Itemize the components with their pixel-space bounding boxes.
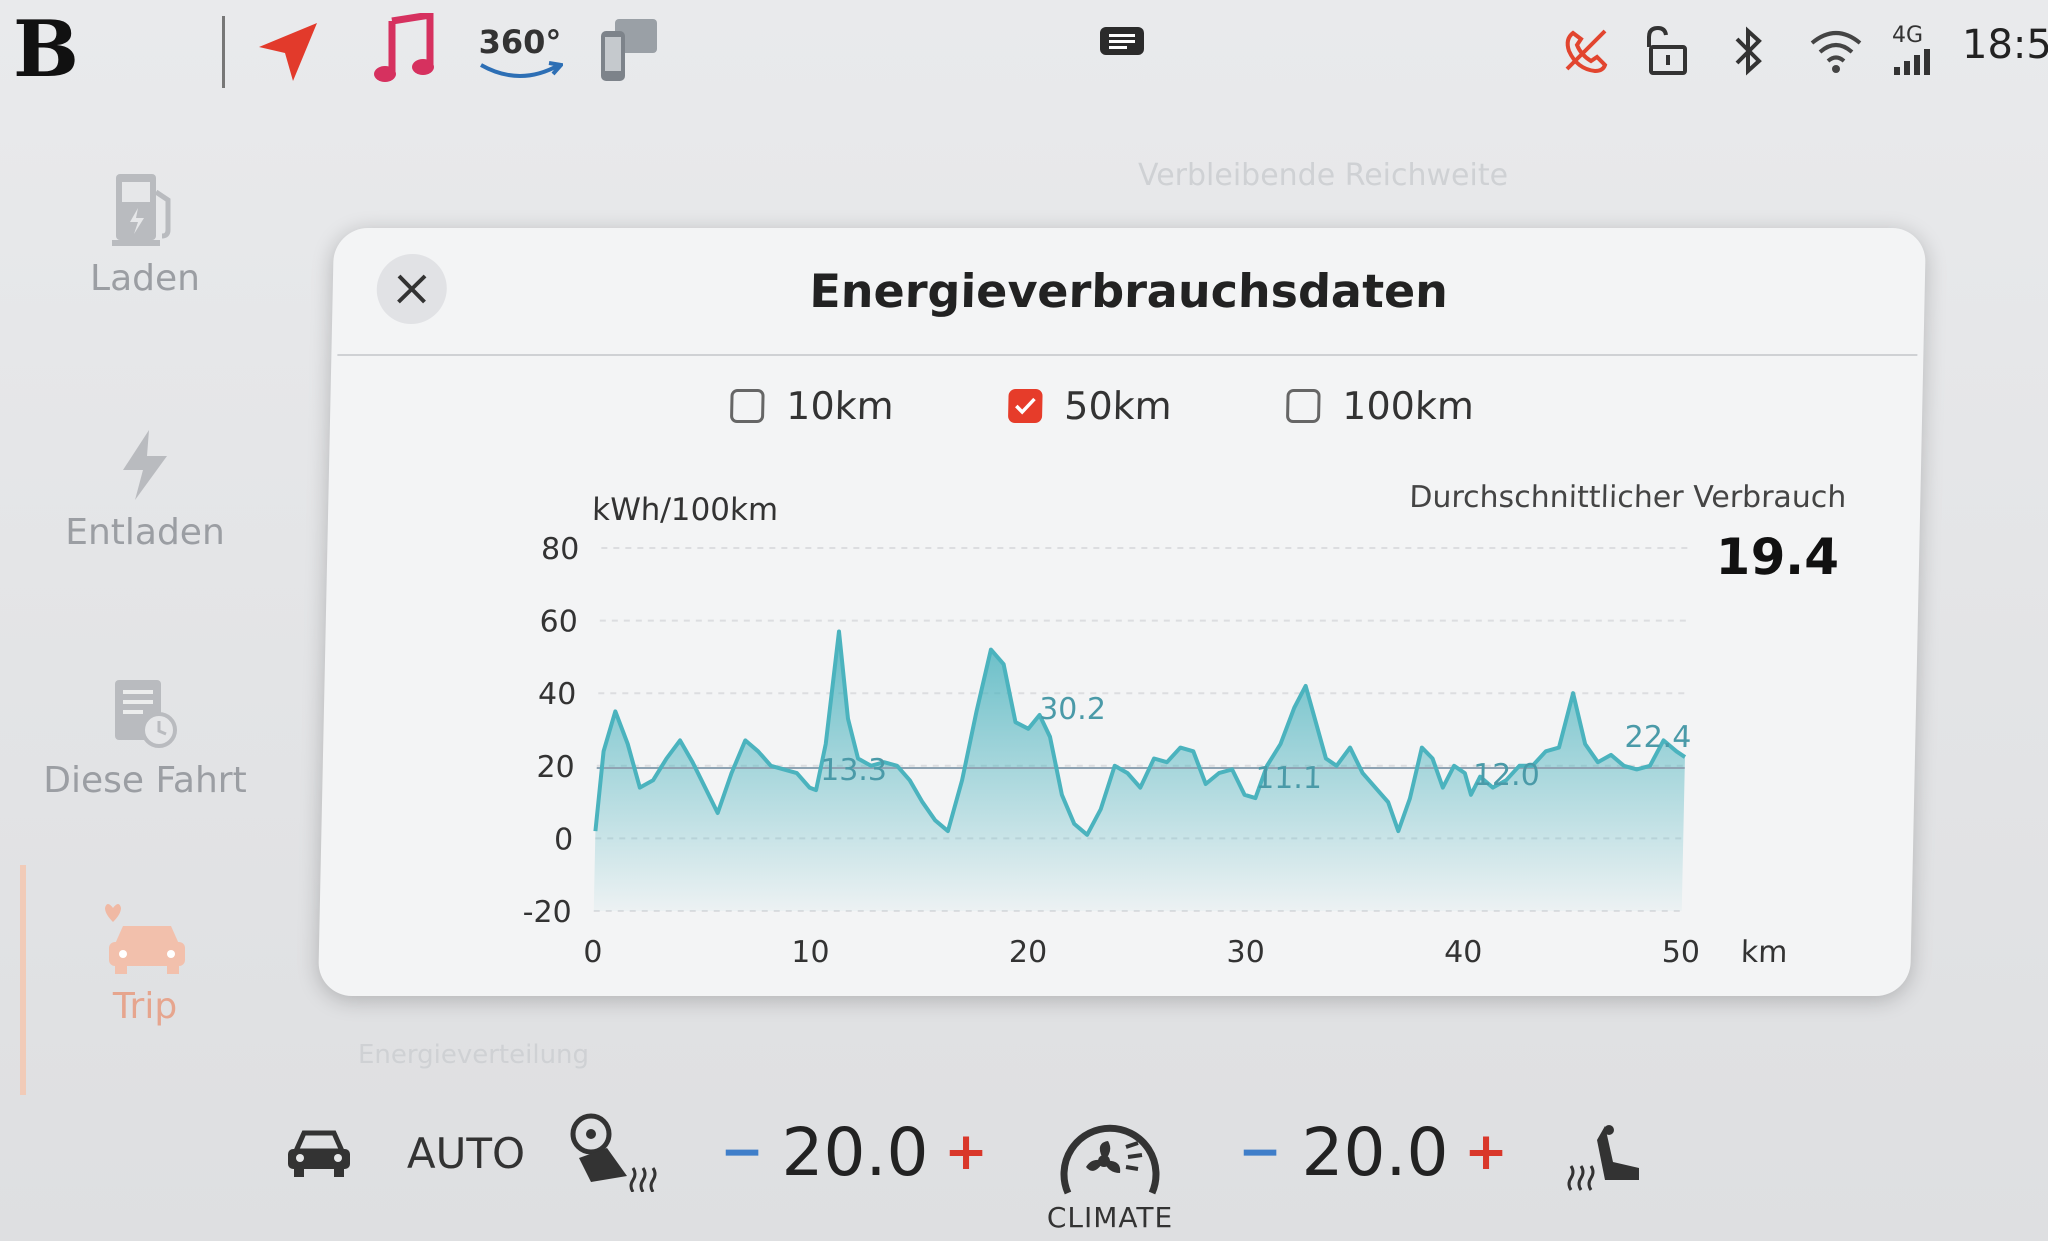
remaining-range-label: Verbleibende Reichweite: [1138, 158, 1509, 193]
car-icon[interactable]: [282, 1120, 356, 1184]
steering-wheel-heat-icon[interactable]: [566, 1110, 662, 1194]
left-temp-increase-button[interactable]: +: [944, 1122, 988, 1182]
signal-4g-icon: 4G: [1892, 22, 1942, 78]
clock: 18:58: [1962, 22, 2048, 68]
no-call-icon[interactable]: [1560, 24, 1610, 78]
toolbar-divider: [222, 16, 225, 88]
x-tick-label: 20: [1009, 935, 1048, 970]
x-tick-label: 50: [1661, 935, 1700, 970]
y-axis-label: kWh/100km: [592, 492, 779, 528]
wifi-icon[interactable]: [1808, 28, 1864, 76]
close-icon: [397, 274, 427, 304]
car-trip-icon: [105, 904, 185, 974]
sidebar-item-trip[interactable]: Trip: [20, 900, 270, 1027]
right-temperature: 20.0: [1301, 1113, 1449, 1191]
seat-heat-icon[interactable]: [1564, 1120, 1648, 1194]
energy-distribution-label: Energieverteilung: [358, 1040, 590, 1070]
charging-station-icon: [112, 174, 171, 246]
y-tick-label: -20: [522, 895, 572, 930]
y-tick-label: 0: [554, 822, 574, 857]
sidebar-item-label: Diese Fahrt: [43, 760, 247, 801]
climate-button[interactable]: CLIMATE: [1046, 1108, 1174, 1238]
lightning-icon: [123, 430, 167, 500]
sidebar-item-label: Entladen: [65, 512, 225, 553]
message-icon[interactable]: [1098, 26, 1146, 56]
energy-consumption-dialog: Energieverbrauchsdaten 10km 50km 100km D…: [317, 228, 1927, 996]
data-label: 22.4: [1624, 720, 1692, 755]
climate-bar: AUTO − 20.0 + CLIMATE − 20.0 +: [0, 1090, 2048, 1241]
data-label: 12.0: [1473, 758, 1541, 793]
data-label: 13.3: [820, 753, 888, 788]
consumption-area: [593, 631, 1685, 911]
y-tick-label: 20: [536, 750, 575, 785]
sidebar-item-laden[interactable]: Laden: [20, 170, 270, 299]
x-tick-label: 0: [583, 935, 603, 970]
climate-label: CLIMATE: [1046, 1200, 1174, 1234]
fan-icon: [1060, 1124, 1160, 1194]
unlock-icon[interactable]: [1640, 24, 1690, 78]
y-tick-label: 80: [541, 532, 580, 567]
x-axis-label: km: [1741, 935, 1788, 970]
sidebar-item-label: Trip: [112, 986, 178, 1027]
active-indicator: [20, 865, 26, 1095]
auto-mode-button[interactable]: AUTO: [406, 1128, 526, 1178]
sidebar-item-label: Laden: [90, 258, 200, 299]
x-tick-label: 10: [791, 935, 830, 970]
range-option-50km[interactable]: 50km: [1007, 378, 1173, 434]
music-note-icon[interactable]: [370, 12, 436, 88]
checkbox-50km[interactable]: [1007, 389, 1043, 423]
x-tick-label: 40: [1444, 935, 1483, 970]
y-tick-label: 60: [539, 605, 578, 640]
apps-grid-icon[interactable]: [122, 16, 188, 82]
camera-360-icon[interactable]: 360°: [472, 18, 568, 86]
data-label: 11.1: [1255, 761, 1323, 796]
y-tick-label: 40: [538, 677, 577, 712]
trip-log-icon: [115, 680, 177, 748]
navigation-arrow-icon[interactable]: [252, 16, 324, 88]
consumption-chart: kWh/100km km 80 60 40 20 0 -20 0 10 20 30 40 50 13.…: [522, 492, 1788, 970]
bluetooth-icon[interactable]: [1728, 24, 1770, 78]
x-tick-label: 30: [1226, 935, 1265, 970]
checkmark-icon: [1015, 397, 1036, 415]
right-temp-decrease-button[interactable]: −: [1238, 1122, 1282, 1182]
camera-360-label: 360°: [478, 23, 562, 61]
network-type-label: 4G: [1892, 23, 1924, 48]
sidebar-item-entladen[interactable]: Entladen: [20, 428, 270, 553]
sidebar-item-diese-fahrt[interactable]: Diese Fahrt: [20, 676, 270, 801]
phone-mirror-icon[interactable]: [596, 16, 662, 86]
right-temp-increase-button[interactable]: +: [1464, 1122, 1508, 1182]
brand-logo[interactable]: B: [13, 4, 79, 95]
data-label: 30.2: [1039, 692, 1107, 727]
left-temp-decrease-button[interactable]: −: [720, 1122, 764, 1182]
status-bar: B 360° 4G 18:58: [0, 0, 2048, 100]
left-temperature: 20.0: [781, 1113, 929, 1191]
close-button[interactable]: [376, 254, 448, 324]
consumption-line: [593, 629, 1687, 837]
